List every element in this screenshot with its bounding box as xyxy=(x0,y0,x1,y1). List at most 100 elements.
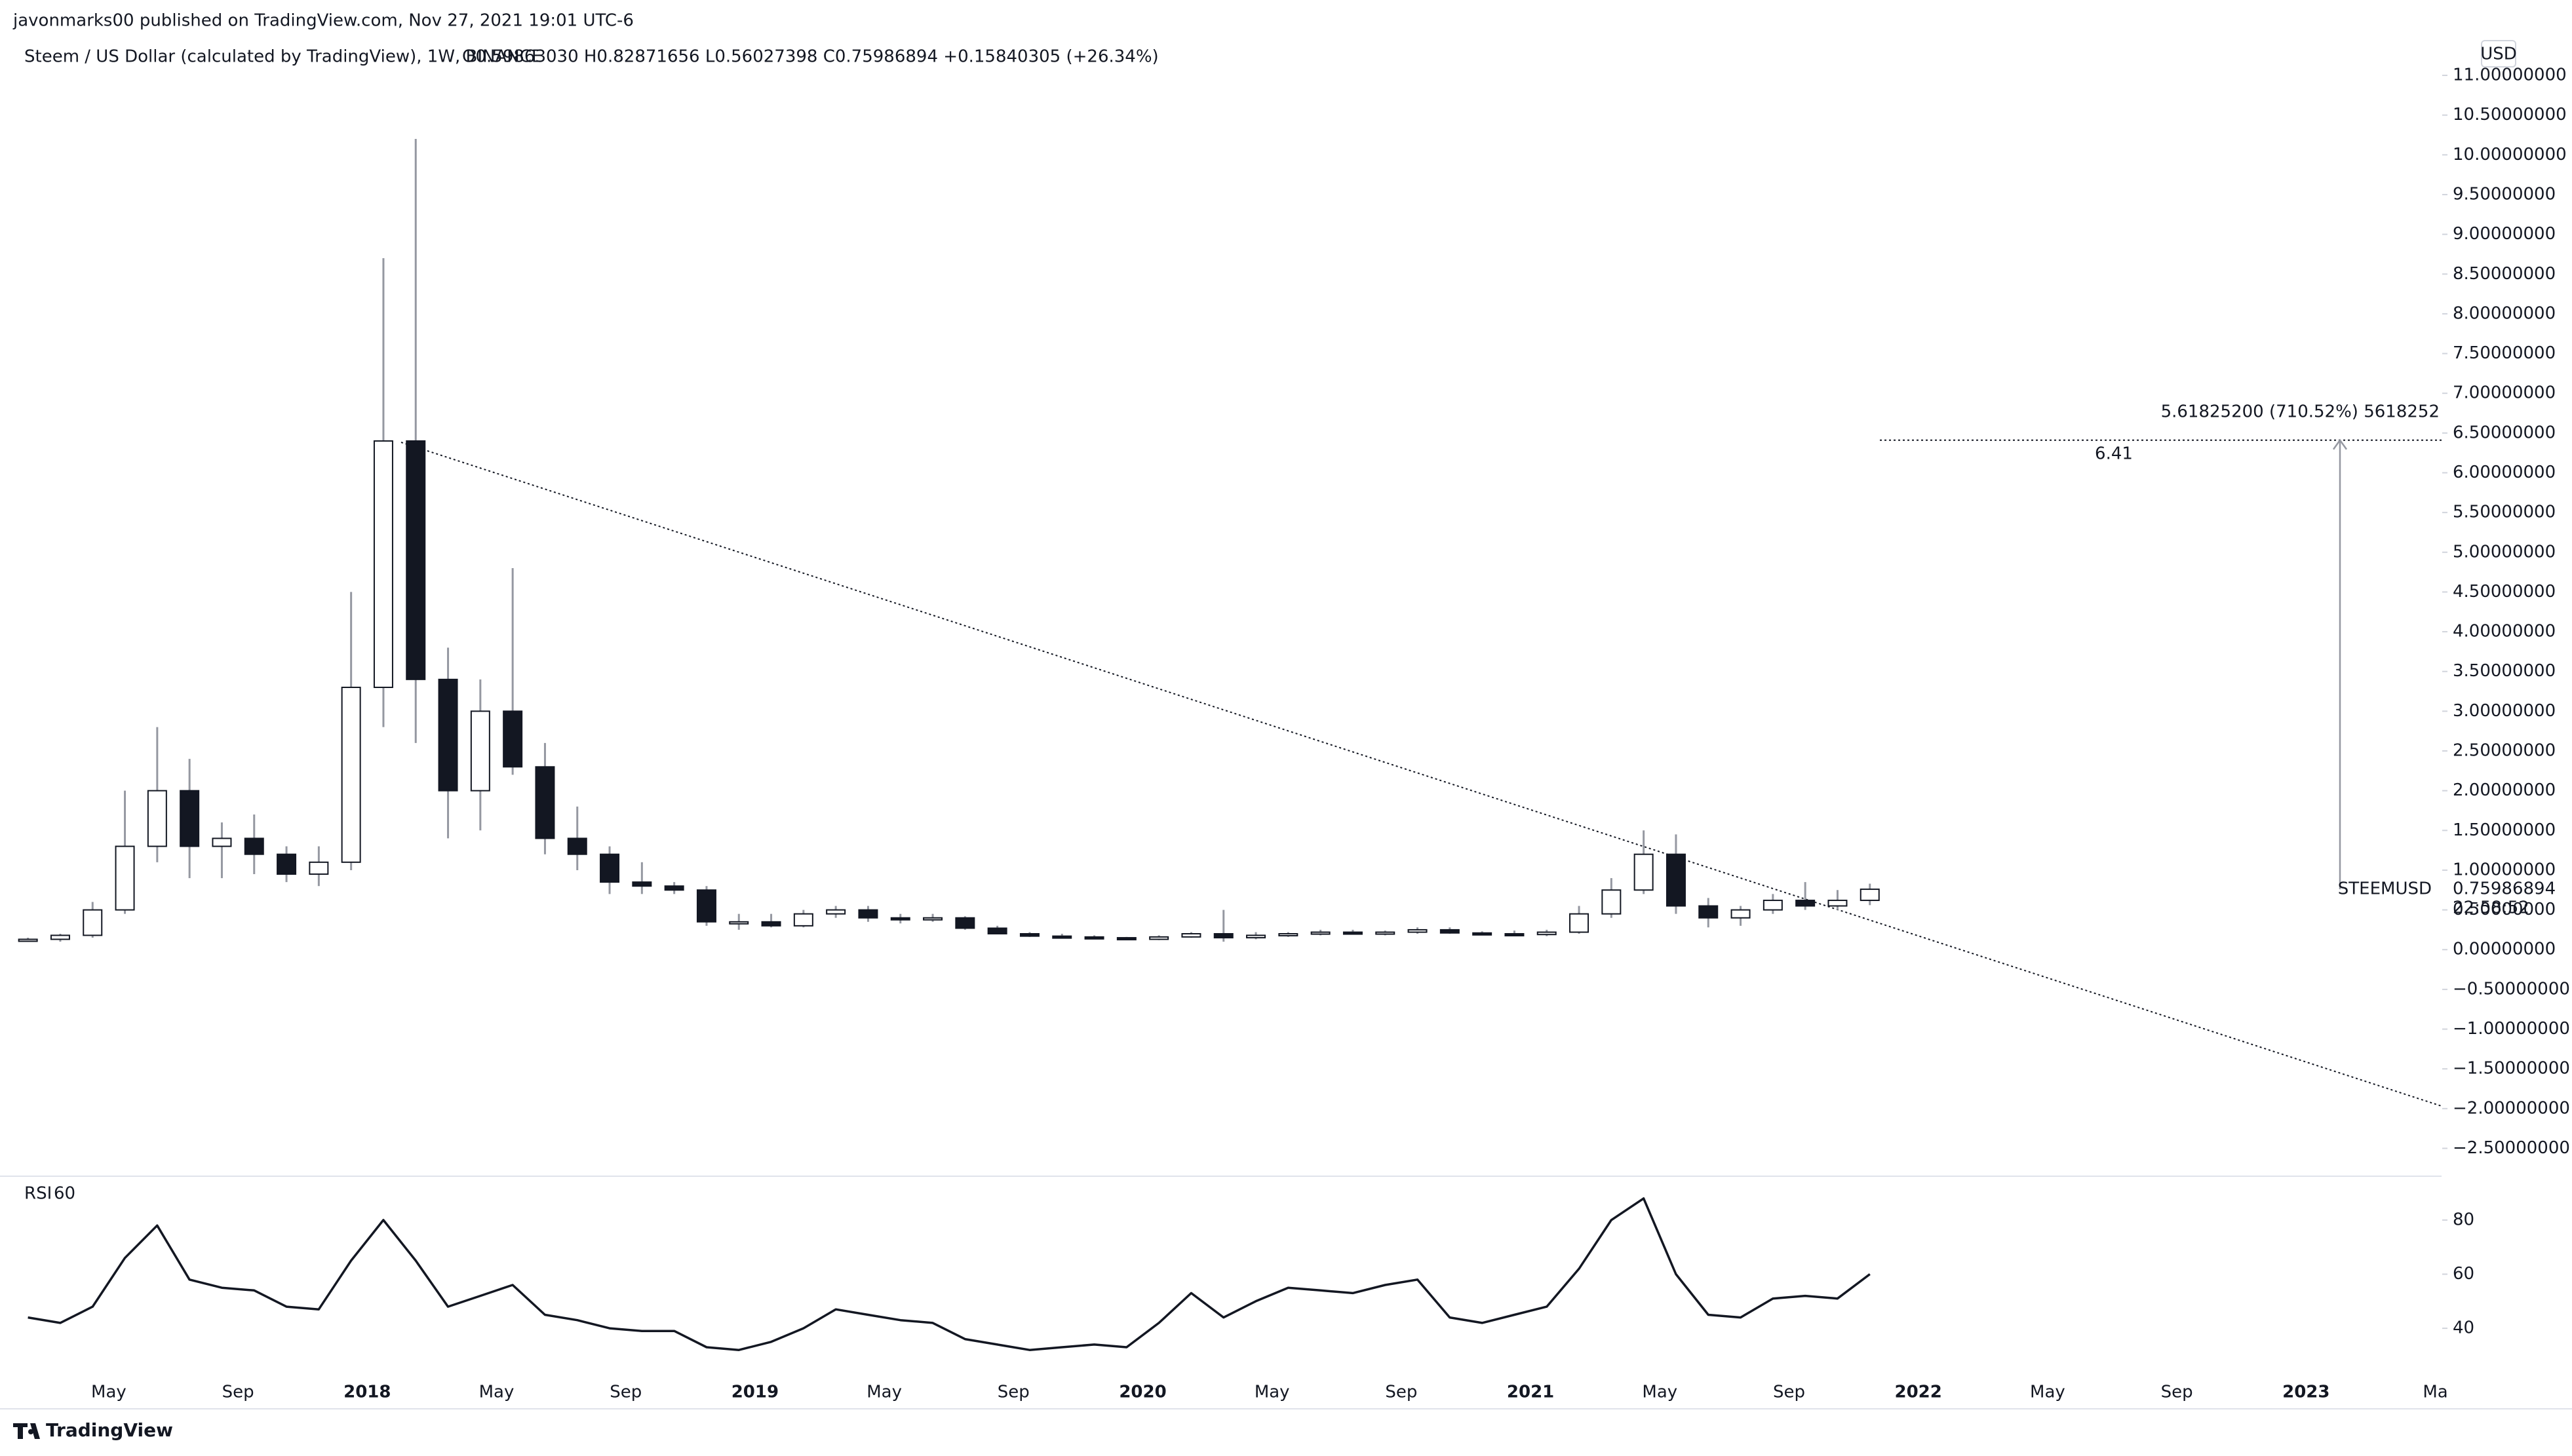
y-tick-label: 3.50000000 xyxy=(2453,661,2556,681)
x-tick-label: May xyxy=(867,1383,902,1402)
y-tick-label: −1.00000000 xyxy=(2453,1019,2570,1039)
y-tick-label: 8.00000000 xyxy=(2453,303,2556,323)
y-tick-label: 1.00000000 xyxy=(2453,860,2556,879)
y-tick-label: 4.00000000 xyxy=(2453,622,2556,642)
x-tick-label: 2020 xyxy=(1119,1383,1166,1402)
candle-body xyxy=(955,917,975,929)
candle-body xyxy=(1439,929,1460,934)
y-tick-label: 8.50000000 xyxy=(2453,264,2556,284)
rsi-value: 60 xyxy=(54,1184,75,1204)
candle-body xyxy=(890,917,910,921)
brand-logo xyxy=(13,1423,40,1439)
candle-body xyxy=(1569,913,1589,933)
candle-body xyxy=(277,853,297,875)
y-tick-label: 11.00000000 xyxy=(2453,66,2567,85)
candle-body xyxy=(438,678,458,792)
candle-body xyxy=(858,909,878,919)
candle-body xyxy=(664,885,684,891)
y-tick-label: 6.50000000 xyxy=(2453,423,2556,442)
y-tick-label: −0.50000000 xyxy=(2453,979,2570,999)
candle-body xyxy=(1860,889,1880,902)
candle-body xyxy=(1407,929,1428,933)
candle-body xyxy=(115,845,135,911)
candle-body xyxy=(923,917,943,921)
candle-body xyxy=(212,837,232,847)
candle-body xyxy=(1019,932,1040,937)
x-tick-label: May xyxy=(2030,1383,2065,1402)
x-tick-label: Sep xyxy=(1385,1383,1417,1402)
rsi-tick-label: 40 xyxy=(2453,1318,2474,1338)
candle-body xyxy=(535,766,555,839)
candle-body xyxy=(1730,909,1751,919)
candle-body xyxy=(1633,853,1654,891)
rsi-tick-label: 60 xyxy=(2453,1264,2474,1284)
publish-info: javonmarks00 published on TradingView.co… xyxy=(12,11,634,31)
y-tick-label: 9.50000000 xyxy=(2453,184,2556,204)
candle-body xyxy=(1052,935,1072,939)
chart-title: Steem / US Dollar (calculated by Trading… xyxy=(24,47,542,67)
candle-body xyxy=(761,921,781,927)
candle-body xyxy=(147,790,167,847)
y-tick-label: −2.00000000 xyxy=(2453,1098,2570,1118)
candle-body xyxy=(793,913,813,927)
y-tick-label: 10.00000000 xyxy=(2453,145,2567,164)
y-tick-label: −2.50000000 xyxy=(2453,1138,2570,1158)
x-tick-label: Ma xyxy=(2423,1383,2447,1402)
symbol-label: STEEMUSD xyxy=(2338,879,2432,899)
candle-body xyxy=(1181,932,1201,938)
candle-body xyxy=(632,881,652,887)
candle-body xyxy=(696,889,716,923)
candle-body xyxy=(341,686,361,863)
target-label: 6.41 xyxy=(2095,444,2133,463)
candle-body xyxy=(470,710,490,792)
candle-body xyxy=(1375,931,1395,935)
candle-body xyxy=(1084,936,1104,940)
x-tick-label: 2023 xyxy=(2282,1383,2329,1402)
y-tick-label: 2.00000000 xyxy=(2453,780,2556,800)
y-tick-label: 2.50000000 xyxy=(2453,741,2556,761)
rsi-name: RSI xyxy=(24,1184,52,1204)
x-tick-label: 2019 xyxy=(731,1383,779,1402)
y-tick-label: 0.00000000 xyxy=(2453,940,2556,959)
candle-body xyxy=(729,921,749,925)
x-tick-label: Sep xyxy=(1773,1383,1805,1402)
x-tick-label: May xyxy=(1255,1383,1290,1402)
y-tick-label: 10.50000000 xyxy=(2453,105,2567,125)
currency-box[interactable] xyxy=(2481,40,2516,67)
candle-body xyxy=(1116,937,1137,941)
y-tick-label: 9.00000000 xyxy=(2453,224,2556,244)
y-tick-label: 1.50000000 xyxy=(2453,820,2556,840)
x-tick-label: May xyxy=(91,1383,127,1402)
candle-body xyxy=(18,938,38,942)
candle-body xyxy=(567,837,587,855)
candle-body xyxy=(1472,932,1492,936)
candle-body xyxy=(1504,932,1525,936)
candle-body xyxy=(1536,931,1557,936)
candle-body xyxy=(1795,900,1816,907)
measure-label: 5.61825200 (710.52%) 5618252 xyxy=(2161,402,2440,421)
y-tick-label: 4.50000000 xyxy=(2453,582,2556,602)
candle-body xyxy=(1342,931,1363,935)
countdown: 22:58:52 xyxy=(2453,898,2529,918)
rsi-tick-label: 80 xyxy=(2453,1210,2474,1229)
x-tick-label: May xyxy=(479,1383,515,1402)
currency[interactable]: USD xyxy=(2480,45,2517,64)
candle-body xyxy=(1763,900,1783,911)
x-tick-label: 2018 xyxy=(343,1383,391,1402)
measure-arrow-head xyxy=(2332,438,2348,450)
rsi-line xyxy=(28,1197,1871,1351)
y-tick-label: 7.50000000 xyxy=(2453,343,2556,363)
candle-body xyxy=(1666,853,1686,907)
x-tick-label: Sep xyxy=(2161,1383,2193,1402)
candle-body xyxy=(1246,934,1266,939)
y-tick-label: 7.00000000 xyxy=(2453,383,2556,403)
x-tick-label: 2022 xyxy=(1895,1383,1942,1402)
brand: TradingView xyxy=(46,1419,173,1441)
candle-body xyxy=(600,853,620,883)
y-tick-label: 0.50000000 xyxy=(2453,900,2556,919)
y-tick-label: 6.00000000 xyxy=(2453,463,2556,482)
x-tick-label: May xyxy=(1642,1383,1677,1402)
last-price: 0.75986894 xyxy=(2453,879,2556,899)
